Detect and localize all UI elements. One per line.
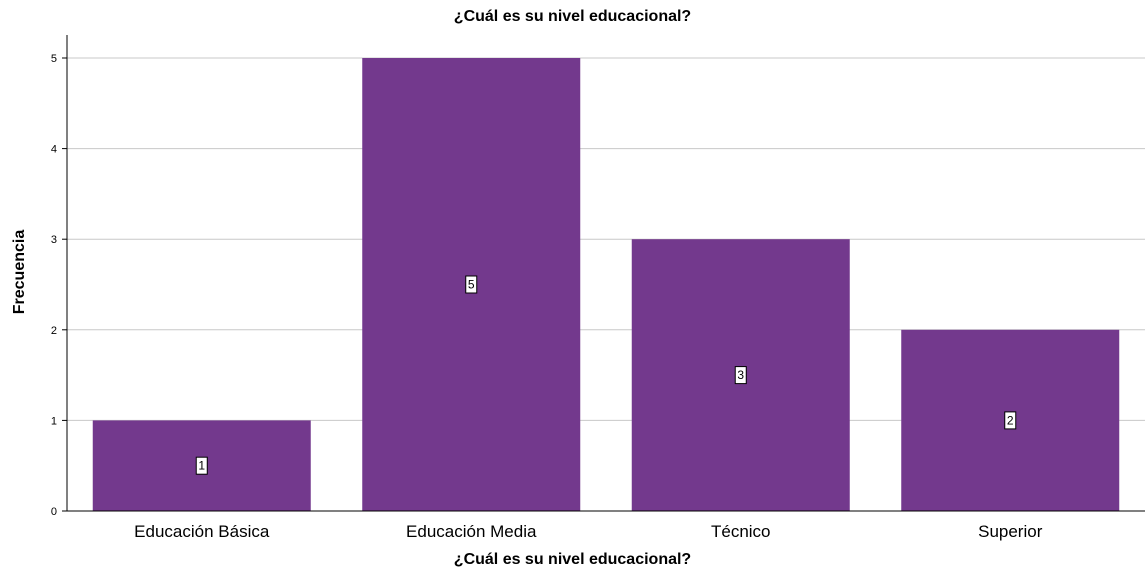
x-axis-title: ¿Cuál es su nivel educacional? <box>453 551 692 568</box>
y-tick-label: 1 <box>51 415 57 427</box>
data-label: 3 <box>737 368 744 382</box>
x-tick-label: Educación Media <box>406 522 537 541</box>
axes <box>62 35 1145 512</box>
data-label: 1 <box>198 459 205 473</box>
y-tick-label: 4 <box>51 144 57 156</box>
x-tick-label: Educación Básica <box>134 522 270 541</box>
x-tick-label: Técnico <box>711 522 771 541</box>
data-label: 5 <box>468 278 475 292</box>
x-tick-label: Superior <box>978 522 1043 541</box>
chart-title: ¿Cuál es su nivel educacional? <box>453 8 692 25</box>
data-label-box <box>195 456 208 475</box>
bars <box>92 58 1120 511</box>
data-label-box <box>465 275 478 294</box>
labels: 0 1 2 3 4 5 1 Educación Básica 5 Educación Media 3… <box>51 53 1043 541</box>
data-label-box <box>734 366 747 385</box>
data-label-box <box>1004 411 1017 430</box>
y-tick-label: 5 <box>51 53 57 65</box>
y-tick-label: 0 <box>51 506 57 518</box>
y-tick-label: 2 <box>51 325 57 337</box>
y-tick-label: 3 <box>51 234 57 246</box>
data-label: 2 <box>1007 413 1014 427</box>
